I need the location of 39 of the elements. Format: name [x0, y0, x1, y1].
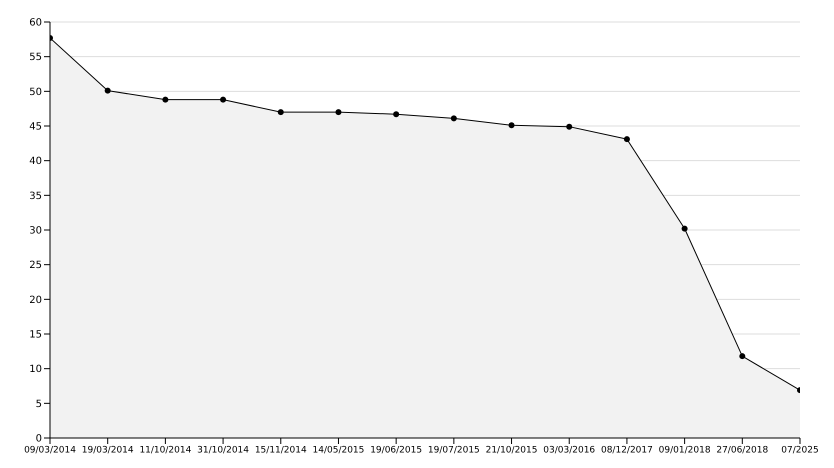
x-tick-label: 19/06/2015: [370, 445, 422, 456]
point: [682, 226, 688, 232]
y-tick-label: 5: [36, 398, 42, 410]
y-tick-label: 20: [29, 294, 42, 306]
point: [335, 109, 342, 116]
y-tick-label: 60: [29, 18, 42, 29]
x-tick-label: 03/03/2016: [543, 445, 596, 456]
x-tick-label: 07/2025: [781, 445, 819, 456]
x-tick-label: 15/11/2014: [254, 445, 307, 456]
point: [393, 111, 400, 118]
y-tick-label: 15: [29, 330, 42, 341]
x-tick-label: 19/07/2015: [428, 445, 480, 456]
y-tick-label: 10: [29, 364, 42, 376]
y-tick-label: 35: [29, 190, 42, 202]
point: [624, 136, 630, 142]
point: [739, 353, 746, 360]
x-tick-label: 19/03/2014: [82, 445, 134, 456]
point: [104, 88, 111, 94]
x-tick-label: 27/06/2018: [716, 445, 769, 456]
x-tick-label: 11/10/2014: [139, 445, 192, 456]
x-tick-label: 14/05/2015: [312, 445, 364, 456]
point: [450, 115, 457, 122]
y-tick-label: 0: [36, 434, 42, 445]
y-tick-label: 45: [29, 122, 42, 133]
y-tick-label: 25: [29, 260, 42, 272]
x-tick-label: 09/01/2018: [658, 445, 711, 456]
y-tick-label: 30: [29, 226, 42, 237]
x-tick-label: 08/12/2017: [600, 445, 653, 456]
point: [278, 109, 284, 116]
y-tick-label: 50: [29, 86, 42, 98]
y-tick-label: 55: [29, 52, 42, 64]
x-tick-label: 09/03/2014: [24, 445, 76, 456]
point: [508, 122, 515, 128]
y-tick-label: 40: [29, 156, 42, 168]
point: [566, 124, 572, 130]
point: [220, 96, 226, 103]
point: [162, 96, 168, 103]
x-tick-label: 21/10/2015: [486, 445, 538, 456]
x-tick-label: 31/10/2014: [197, 445, 250, 456]
